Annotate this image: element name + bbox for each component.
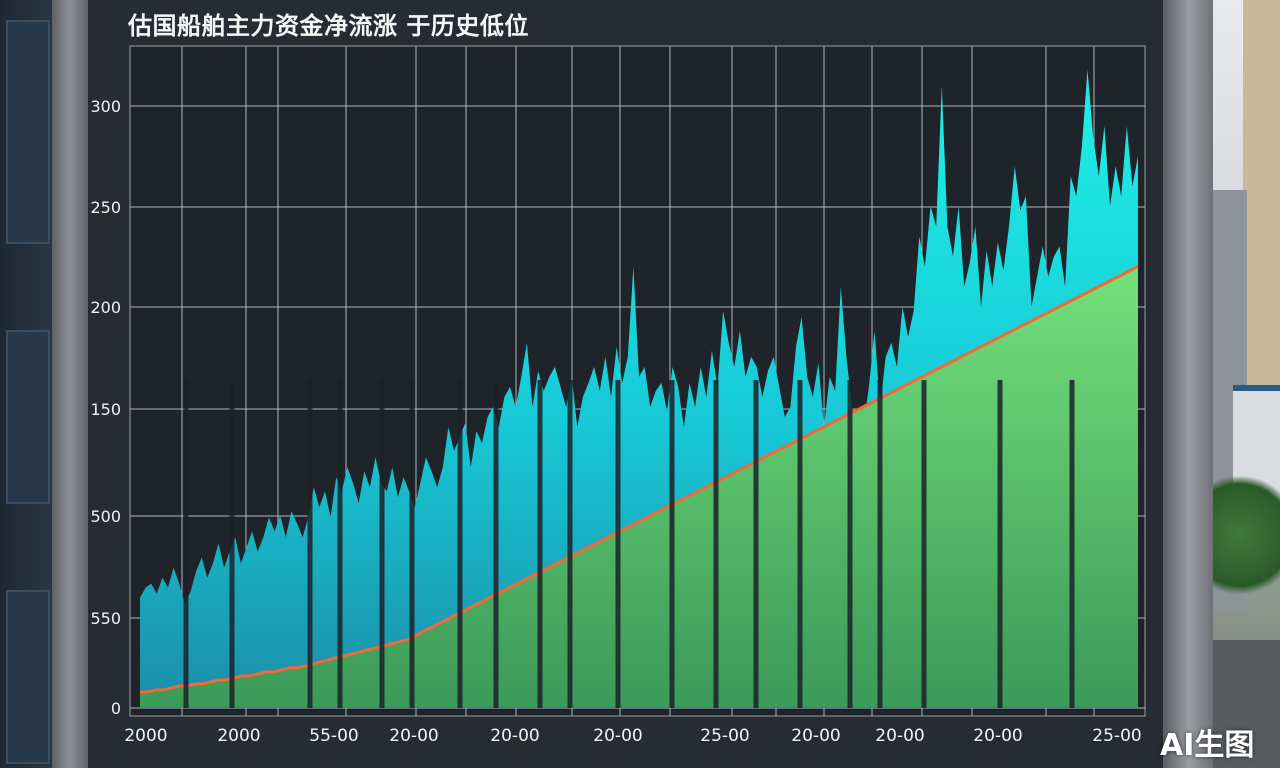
x-tick-label: 20-00 bbox=[875, 726, 924, 746]
y-axis-ticks: 0 550 500 150 200 250 300 bbox=[90, 97, 121, 718]
column-divider bbox=[567, 380, 573, 708]
x-tick-label: 20-00 bbox=[490, 726, 539, 746]
building-window bbox=[6, 20, 50, 244]
x-tick-label: 20-00 bbox=[791, 726, 840, 746]
y-tick-label: 550 bbox=[90, 609, 121, 628]
y-tick-label: 500 bbox=[90, 507, 121, 526]
column-divider bbox=[307, 380, 313, 708]
x-tick-label: 2000 bbox=[217, 726, 260, 746]
background-building-left bbox=[0, 0, 56, 768]
building-window bbox=[6, 330, 50, 504]
y-tick-label: 0 bbox=[111, 699, 121, 718]
building-window bbox=[6, 590, 50, 764]
y-tick-label: 250 bbox=[90, 198, 121, 217]
column-divider bbox=[921, 380, 927, 708]
x-tick-label: 55-00 bbox=[309, 726, 358, 746]
x-tick-label: 25-00 bbox=[1092, 726, 1141, 746]
x-tick-label: 2000 bbox=[124, 726, 167, 746]
series-line-orange bbox=[140, 265, 1139, 694]
x-tick-label: 20-00 bbox=[593, 726, 642, 746]
x-axis-ticks: 2000 2000 55-00 20-00 20-00 20-00 25-00 20-00 20… bbox=[124, 726, 1141, 746]
y-tick-label: 300 bbox=[90, 97, 121, 116]
background-pillar-left bbox=[52, 0, 88, 768]
series-area-green bbox=[140, 266, 1138, 708]
column-divider bbox=[493, 380, 499, 708]
x-tick-label: 25-00 bbox=[700, 726, 749, 746]
background-street-right bbox=[1213, 0, 1280, 768]
x-tick-label: 20-00 bbox=[389, 726, 438, 746]
watermark: AI生图 bbox=[1160, 728, 1255, 763]
column-divider bbox=[337, 380, 343, 708]
y-tick-label: 150 bbox=[90, 400, 121, 419]
column-divider bbox=[877, 380, 883, 708]
background-building bbox=[1243, 0, 1280, 400]
column-divider bbox=[537, 380, 543, 708]
column-divider bbox=[409, 380, 415, 708]
column-divider bbox=[713, 380, 719, 708]
column-divider bbox=[997, 380, 1003, 708]
column-divider bbox=[1069, 380, 1075, 708]
column-divider bbox=[457, 380, 463, 708]
background-pillar-right bbox=[1163, 0, 1215, 768]
column-divider bbox=[753, 380, 759, 708]
x-tick-label: 20-00 bbox=[973, 726, 1022, 746]
column-divider bbox=[669, 380, 675, 708]
column-dividers bbox=[183, 380, 1075, 708]
background-tree bbox=[1213, 460, 1280, 610]
background-street bbox=[1213, 640, 1280, 768]
column-divider bbox=[615, 380, 621, 708]
column-divider bbox=[229, 380, 235, 708]
chart-title: 估国船舶主力资金净流涨 于历史低位 bbox=[128, 12, 529, 40]
column-divider bbox=[183, 380, 189, 708]
column-divider bbox=[797, 380, 803, 708]
y-tick-label: 200 bbox=[90, 298, 121, 317]
column-divider bbox=[379, 380, 385, 708]
column-divider bbox=[847, 380, 853, 708]
